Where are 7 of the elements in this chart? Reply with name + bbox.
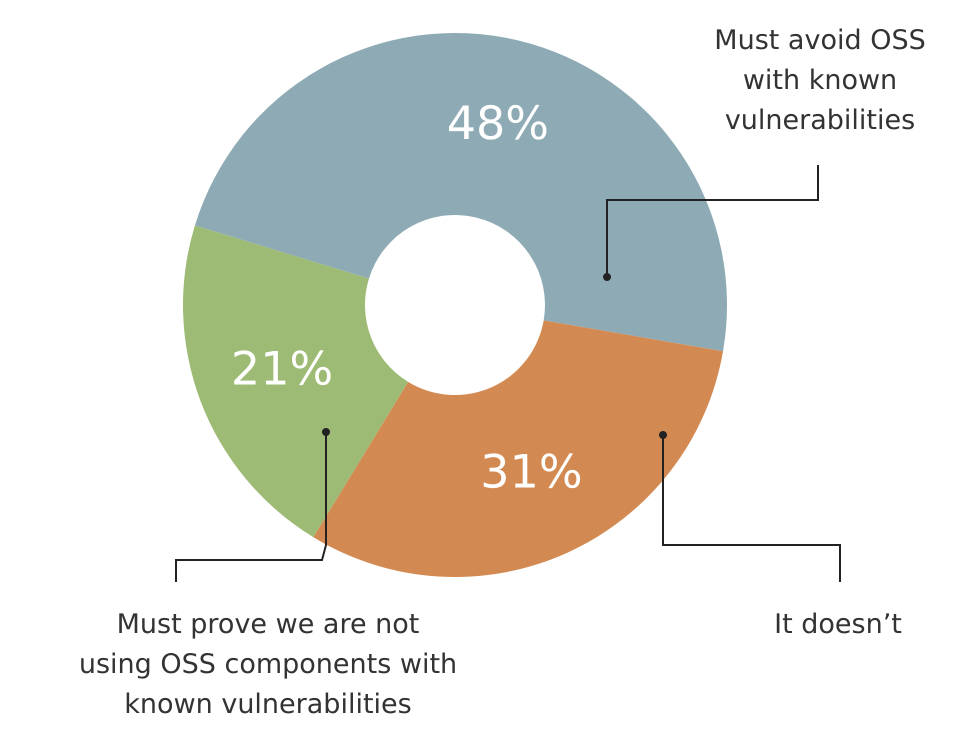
slice-label: Must prove we are not using OSS components with known vulnerabilities bbox=[78, 609, 458, 720]
donut-slice bbox=[183, 225, 408, 538]
slice-label: Must avoid OSS with known vulnerabilities bbox=[714, 25, 926, 136]
data-label: 21% bbox=[230, 342, 334, 396]
data-label: 48% bbox=[446, 96, 549, 150]
slice-label: It doesn’t bbox=[774, 609, 902, 640]
data-label: 31% bbox=[480, 444, 583, 498]
